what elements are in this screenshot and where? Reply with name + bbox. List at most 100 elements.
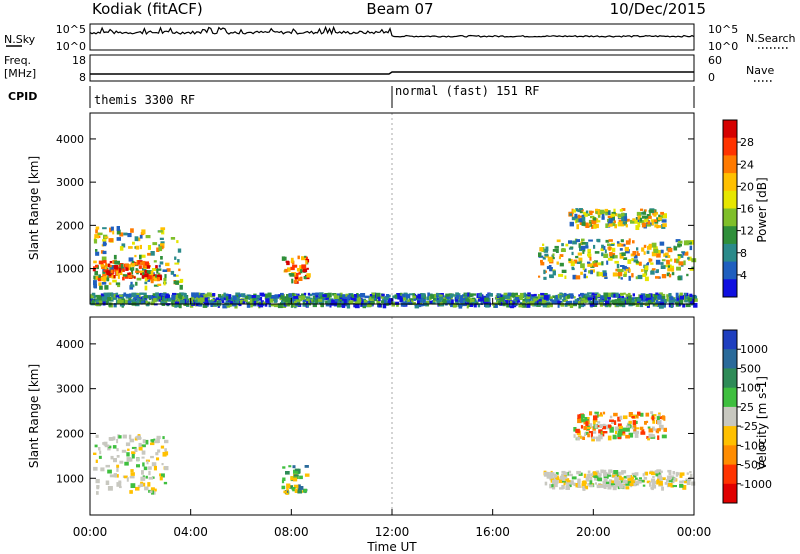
scatter-pixel — [443, 297, 446, 300]
scatter-pixel — [609, 255, 613, 259]
scatter-pixel — [682, 485, 687, 490]
scatter-pixel — [623, 216, 628, 222]
scatter-pixel — [577, 414, 580, 419]
scatter-pixel — [464, 293, 470, 296]
scatter-pixel — [625, 486, 630, 490]
scatter-pixel — [517, 300, 521, 303]
scatter-pixel — [662, 213, 667, 219]
colorbar-tick-label: 28 — [740, 136, 754, 149]
scatter-pixel — [93, 284, 97, 289]
scatter-pixel — [646, 250, 650, 254]
scatter-pixel — [305, 296, 311, 301]
scatter-pixel — [580, 414, 585, 419]
scatter-pixel — [249, 298, 253, 302]
colorbar-swatch — [723, 208, 737, 227]
scatter-pixel — [602, 480, 606, 485]
scatter-pixel — [138, 265, 142, 269]
colorbar-tick-label: 20 — [740, 180, 754, 193]
scatter-pixel — [661, 434, 667, 439]
scatter-pixel — [469, 303, 473, 307]
scatter-pixel — [565, 243, 569, 247]
scatter-pixel — [623, 257, 628, 260]
scatter-pixel — [250, 303, 253, 308]
scatter-pixel — [621, 298, 625, 302]
scatter-pixel — [282, 466, 286, 469]
scatter-pixel — [584, 417, 589, 421]
scatter-pixel — [593, 244, 596, 249]
scatter-pixel — [151, 462, 157, 467]
scatter-pixel — [135, 281, 138, 286]
scatter-pixel — [578, 294, 581, 297]
scatter-pixel — [583, 473, 587, 478]
scatter-pixel — [599, 484, 605, 488]
scatter-pixel — [117, 284, 121, 288]
scatter-pixel — [107, 292, 111, 298]
scatter-pixel — [573, 434, 576, 438]
scatter-pixel — [141, 300, 145, 303]
scatter-pixel — [613, 412, 618, 417]
scatter-pixel — [543, 269, 546, 275]
scatter-pixel — [312, 299, 315, 302]
scatter-pixel — [569, 300, 573, 305]
time-axis-label: Time UT — [366, 540, 417, 554]
scatter-pixel — [552, 253, 555, 257]
scatter-pixel — [161, 473, 165, 478]
scatter-pixel — [537, 303, 541, 306]
scatter-pixel — [445, 298, 450, 301]
scatter-pixel — [288, 297, 292, 300]
scatter-pixel — [625, 249, 630, 254]
scatter-pixel — [634, 301, 637, 306]
scatter-pixel — [327, 299, 332, 303]
scatter-pixel — [148, 476, 154, 480]
scatter-pixel — [633, 424, 637, 428]
scatter-pixel — [613, 220, 616, 224]
scatter-pixel — [636, 247, 639, 251]
scatter-pixel — [380, 295, 384, 299]
scatter-pixel — [597, 211, 602, 215]
scatter-pixel — [551, 256, 555, 260]
scatter-pixel — [639, 294, 643, 299]
scatter-pixel — [588, 431, 593, 434]
scatter-pixel — [615, 429, 617, 435]
scatter-pixel — [300, 295, 306, 300]
scatter-pixel — [547, 256, 553, 262]
scatter-pixel — [433, 293, 437, 299]
scatter-pixel — [133, 296, 138, 300]
scatter-pixel — [156, 268, 159, 274]
scatter-pixel — [299, 475, 303, 480]
scatter-pixel — [533, 298, 538, 304]
colorbar-tick-label: -500 — [740, 459, 765, 472]
scatter-pixel — [306, 273, 311, 278]
scatter-pixel — [577, 252, 582, 256]
scatter-pixel — [592, 302, 598, 307]
scatter-pixel — [616, 241, 620, 244]
scatter-pixel — [671, 266, 675, 272]
scatter-pixel — [202, 294, 207, 299]
scatter-pixel — [666, 272, 670, 277]
scatter-pixel — [292, 292, 295, 297]
scatter-pixel — [551, 484, 554, 488]
scatter-pixel — [113, 458, 117, 463]
scatter-pixel — [651, 220, 654, 226]
scatter-pixel — [298, 468, 301, 474]
scatter-pixel — [450, 296, 453, 301]
scatter-pixel — [305, 298, 310, 303]
nsearch-label: N.Search — [746, 32, 796, 45]
scatter-pixel — [633, 429, 637, 434]
scatter-pixel — [645, 471, 649, 476]
scatter-pixel — [130, 299, 134, 302]
scatter-pixel — [527, 301, 532, 306]
scatter-pixel — [538, 275, 541, 278]
scatter-pixel — [94, 444, 98, 448]
scatter-pixel — [566, 479, 571, 483]
scatter-pixel — [677, 243, 681, 248]
scatter-pixel — [104, 236, 109, 239]
scatter-pixel — [364, 299, 368, 303]
scatter-pixel — [108, 437, 114, 441]
scatter-pixel — [609, 428, 614, 433]
scatter-pixel — [622, 303, 626, 308]
scatter-pixel — [324, 295, 330, 301]
scatter-pixel — [412, 295, 417, 299]
colorbar-swatch — [723, 464, 737, 485]
